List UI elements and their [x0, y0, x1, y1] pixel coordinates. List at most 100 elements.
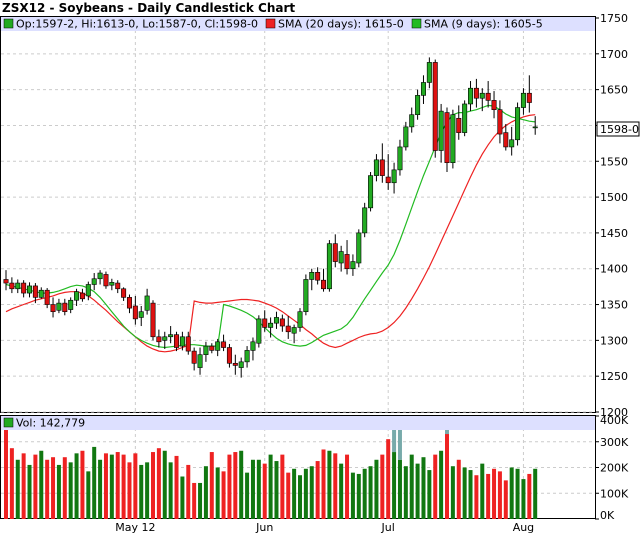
- candle-body: [91, 278, 97, 285]
- candle-body: [191, 350, 197, 364]
- volume-bar: [362, 468, 367, 519]
- volume-bar: [392, 452, 397, 519]
- volume-bar: [521, 479, 526, 519]
- candle-body: [479, 92, 485, 99]
- last-price-box: [596, 121, 640, 137]
- candle-body: [356, 232, 362, 264]
- volume-bar: [256, 459, 261, 519]
- candle-body: [27, 285, 33, 294]
- candle-body: [244, 350, 250, 363]
- candle-body: [115, 282, 121, 290]
- volume-bar: [474, 475, 479, 519]
- chart-title: ZSX12 - Soybeans - Daily Candlestick Cha…: [2, 1, 295, 15]
- volume-bar: [450, 466, 455, 519]
- candle-body: [209, 345, 215, 351]
- candle-body: [368, 175, 374, 209]
- candles: [3, 57, 538, 378]
- volume-legend-bar: [1, 416, 595, 430]
- volume-bar: [62, 457, 67, 519]
- volume-y-axis: 0K 100K 200K 300K 400K: [595, 414, 629, 522]
- volume-bar: [27, 464, 32, 519]
- volume-bar: [345, 454, 350, 519]
- price-tick-label: 1700: [600, 48, 628, 61]
- candle-body: [62, 302, 68, 313]
- volume-bars: [4, 423, 538, 519]
- volume-legend-swatch: [3, 417, 14, 428]
- volume-bar: [415, 463, 420, 519]
- volume-tick-label: 400K: [600, 414, 629, 427]
- volume-bar: [527, 473, 532, 519]
- candle-body: [97, 272, 103, 280]
- candle-body: [473, 87, 479, 99]
- price-tick-label: 1650: [600, 84, 628, 97]
- volume-bar: [386, 439, 391, 519]
- candle-body: [497, 109, 503, 135]
- candle-body: [285, 325, 291, 333]
- legend-sma20-swatch: [265, 18, 276, 29]
- volume-bar-spike: [397, 426, 402, 460]
- last-price-label: 1598-0: [600, 123, 639, 136]
- price-tick-label: 1200: [600, 406, 628, 419]
- candle-body: [362, 207, 368, 234]
- candle-body: [420, 82, 426, 96]
- volume-bar: [68, 462, 73, 519]
- candle-body: [468, 87, 474, 105]
- volume-bar: [198, 482, 203, 519]
- volume-bar: [280, 454, 285, 519]
- volume-bar: [192, 482, 197, 519]
- candle-body: [262, 318, 268, 328]
- volume-bar: [115, 452, 120, 519]
- volume-bar: [121, 454, 126, 519]
- volume-bar: [156, 448, 161, 519]
- candle-body: [256, 318, 262, 344]
- candle-body: [9, 282, 15, 290]
- volume-bar: [39, 450, 44, 519]
- volume-bar: [92, 446, 97, 519]
- volume-bar: [327, 450, 332, 519]
- volume-bar: [427, 470, 432, 519]
- candle-body: [326, 243, 332, 290]
- volume-bar: [274, 461, 279, 519]
- volume-bar: [421, 457, 426, 519]
- volume-bar-spike: [392, 428, 397, 453]
- candle-body: [226, 347, 232, 364]
- candle-body: [132, 305, 138, 320]
- volume-bar: [492, 468, 497, 519]
- volume-bar: [203, 466, 208, 519]
- date-tick-label: Jul: [381, 521, 395, 534]
- volume-bar: [533, 468, 538, 519]
- candle-body: [74, 291, 80, 301]
- candle-body: [315, 272, 321, 281]
- volume-bar: [168, 462, 173, 519]
- candle-body: [56, 302, 62, 311]
- volume-bar: [33, 454, 38, 519]
- candle-body: [532, 126, 538, 129]
- volume-bar: [186, 464, 191, 519]
- volume-bar: [51, 457, 56, 519]
- volume-bar: [462, 467, 467, 519]
- candle-body: [485, 92, 491, 101]
- legend-sma9-swatch: [411, 18, 422, 29]
- candle-body: [250, 341, 256, 351]
- volume-tick-label: 200K: [600, 462, 629, 475]
- volume-bar: [80, 450, 85, 519]
- price-tick-label: 1750: [600, 12, 628, 25]
- price-tick-label: 1400: [600, 263, 628, 276]
- candle-body: [350, 261, 356, 270]
- price-panel: [0, 16, 596, 413]
- candle-body: [438, 110, 444, 151]
- candle-body: [156, 336, 162, 343]
- candle-body: [291, 327, 297, 334]
- volume-bar: [315, 461, 320, 519]
- candle-body: [179, 336, 185, 347]
- legend-sma20: SMA (20 days): 1615-0: [278, 18, 404, 31]
- legend-ohlc-swatch: [3, 18, 14, 29]
- candle-body: [150, 302, 156, 338]
- volume-bar: [245, 472, 250, 519]
- bottom-axis-strip: [0, 519, 640, 536]
- candle-body: [403, 126, 409, 148]
- volume-bar: [356, 473, 361, 519]
- candle-body: [15, 282, 21, 290]
- candle-body: [332, 243, 338, 262]
- candle-body: [503, 132, 509, 148]
